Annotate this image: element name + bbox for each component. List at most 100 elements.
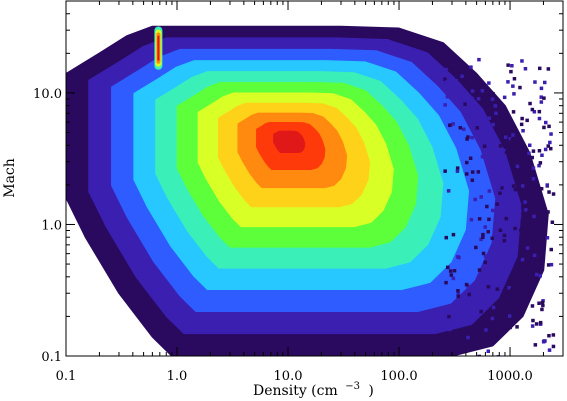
speckle: [551, 344, 556, 349]
speckle: [547, 190, 551, 194]
speckle: [523, 200, 527, 204]
speckle: [490, 316, 495, 321]
speckle: [537, 116, 542, 121]
speckle: [521, 205, 525, 209]
speckle: [517, 184, 521, 188]
speckle: [468, 111, 472, 116]
speckle: [519, 228, 523, 233]
speckle: [539, 95, 543, 99]
speckle: [464, 282, 469, 287]
speckle: [538, 320, 543, 325]
speckle: [499, 203, 503, 207]
speckle: [507, 286, 511, 290]
speckle: [507, 314, 512, 318]
speckle: [534, 322, 539, 326]
speckle: [491, 183, 495, 187]
speckle: [538, 274, 542, 278]
speckle: [534, 272, 539, 277]
speckle: [445, 95, 450, 99]
speckle: [456, 289, 460, 293]
speckle: [528, 101, 532, 106]
speckle: [497, 187, 501, 191]
speckle: [461, 100, 465, 104]
speckle: [486, 285, 491, 289]
x-axis-ticks: 0.1 1.0 10.0 100.0 1000.0: [56, 1, 564, 384]
speckle: [549, 247, 553, 252]
speckle: [490, 97, 495, 101]
speckle: [491, 92, 495, 96]
low-density-spike: [154, 26, 163, 70]
speckle: [517, 205, 521, 209]
speckle: [471, 170, 475, 174]
speckle: [502, 233, 507, 238]
speckle: [491, 208, 495, 213]
speckle: [491, 305, 496, 310]
speckle: [446, 189, 451, 193]
speckle: [487, 217, 491, 222]
speckle: [502, 108, 506, 112]
speckle: [549, 146, 553, 151]
speckle: [511, 84, 515, 88]
speckle: [520, 116, 524, 121]
speckle: [483, 254, 488, 258]
speckle: [484, 85, 488, 89]
speckle: [480, 155, 485, 159]
speckle: [444, 55, 448, 59]
speckle: [470, 96, 474, 101]
speckle: [470, 89, 475, 93]
speckle: [452, 269, 457, 273]
speckle: [455, 166, 460, 170]
speckle: [474, 245, 478, 250]
y-axis-title: Mach: [2, 158, 18, 198]
speckle: [546, 67, 551, 71]
speckle: [455, 330, 459, 334]
speckle: [549, 132, 553, 136]
speckle: [530, 324, 535, 328]
speckle: [513, 226, 517, 231]
speckle: [521, 184, 525, 188]
speckle: [443, 103, 447, 107]
speckle: [508, 325, 512, 330]
speckle: [511, 110, 516, 114]
speckle: [521, 129, 525, 133]
speckle: [523, 67, 528, 71]
speckle: [532, 253, 537, 258]
speckle: [497, 184, 501, 188]
speckle: [547, 334, 551, 338]
speckle: [445, 79, 449, 84]
speckle: [479, 309, 483, 314]
speckle: [513, 187, 518, 192]
speckle: [493, 104, 498, 108]
speckle: [498, 228, 503, 232]
speckle: [458, 126, 463, 130]
speckle: [477, 268, 482, 272]
speckle: [530, 304, 535, 308]
speckle: [512, 92, 516, 96]
speckle: [522, 190, 526, 195]
speckle: [546, 144, 550, 148]
x-tick-label: 10.0: [274, 369, 303, 384]
speckle: [465, 137, 469, 141]
speckle: [473, 197, 477, 202]
speckle: [485, 204, 489, 209]
speckle: [541, 303, 545, 308]
speckle: [484, 328, 488, 332]
speckle: [540, 307, 544, 312]
speckle: [476, 170, 481, 174]
y-tick-label: 10.0: [33, 87, 62, 102]
speckle: [469, 217, 474, 222]
speckle: [522, 228, 526, 232]
speckle: [465, 172, 469, 176]
speckle: [547, 124, 551, 129]
speckle: [518, 85, 522, 90]
speckle: [531, 149, 536, 153]
speckle: [525, 246, 530, 250]
speckle: [486, 349, 490, 353]
speckle: [495, 202, 499, 206]
speckle: [448, 269, 453, 273]
speckle: [510, 288, 514, 292]
speckle: [481, 251, 486, 256]
x-tick-label: 1.0: [167, 369, 188, 384]
x-axis-title-close: ): [368, 383, 373, 399]
